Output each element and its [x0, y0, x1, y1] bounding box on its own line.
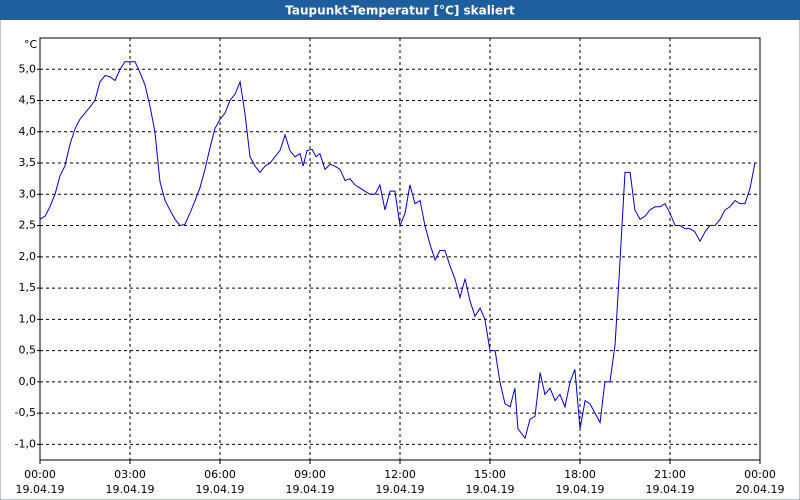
y-tick-label: 2,0	[19, 250, 37, 263]
y-tick-label: 5,0	[19, 62, 37, 75]
x-tick-date: 19.04.19	[196, 483, 245, 496]
y-tick-label: 0,0	[19, 375, 37, 388]
y-tick-label: 2,5	[19, 219, 37, 232]
y-tick-label: 1,0	[19, 312, 37, 325]
x-tick-label: 06:00	[204, 468, 236, 481]
y-tick-label: 4,5	[19, 94, 37, 107]
x-tick-label: 12:00	[384, 468, 416, 481]
x-tick-date: 19.04.19	[286, 483, 335, 496]
x-tick-date: 20.04.19	[736, 483, 785, 496]
y-tick-label: 3,5	[19, 156, 37, 169]
x-tick-date: 19.04.19	[466, 483, 515, 496]
y-tick-label: -0,5	[15, 406, 36, 419]
x-tick-label: 21:00	[654, 468, 686, 481]
x-tick-date: 19.04.19	[16, 483, 65, 496]
x-tick-date: 19.04.19	[106, 483, 155, 496]
x-tick-date: 19.04.19	[556, 483, 605, 496]
x-tick-label: 09:00	[294, 468, 326, 481]
x-tick-date: 19.04.19	[646, 483, 695, 496]
y-tick-label: 4,0	[19, 125, 37, 138]
x-tick-label: 00:00	[24, 468, 56, 481]
data-line	[39, 61, 756, 440]
y-tick-label: 0,5	[19, 344, 37, 357]
x-tick-label: 15:00	[474, 468, 506, 481]
y-tick-label: -1,0	[15, 437, 36, 450]
y-unit: °C	[24, 38, 38, 51]
x-tick-label: 03:00	[114, 468, 146, 481]
x-tick-label: 00:00	[744, 468, 776, 481]
title-bar	[0, 0, 800, 20]
y-tick-label: 1,5	[19, 281, 37, 294]
x-tick-date: 19.04.19	[376, 483, 425, 496]
y-tick-label: 3,0	[19, 187, 37, 200]
chart-title: Taupunkt-Temperatur [°C] skaliert	[285, 4, 515, 18]
x-tick-label: 18:00	[564, 468, 596, 481]
